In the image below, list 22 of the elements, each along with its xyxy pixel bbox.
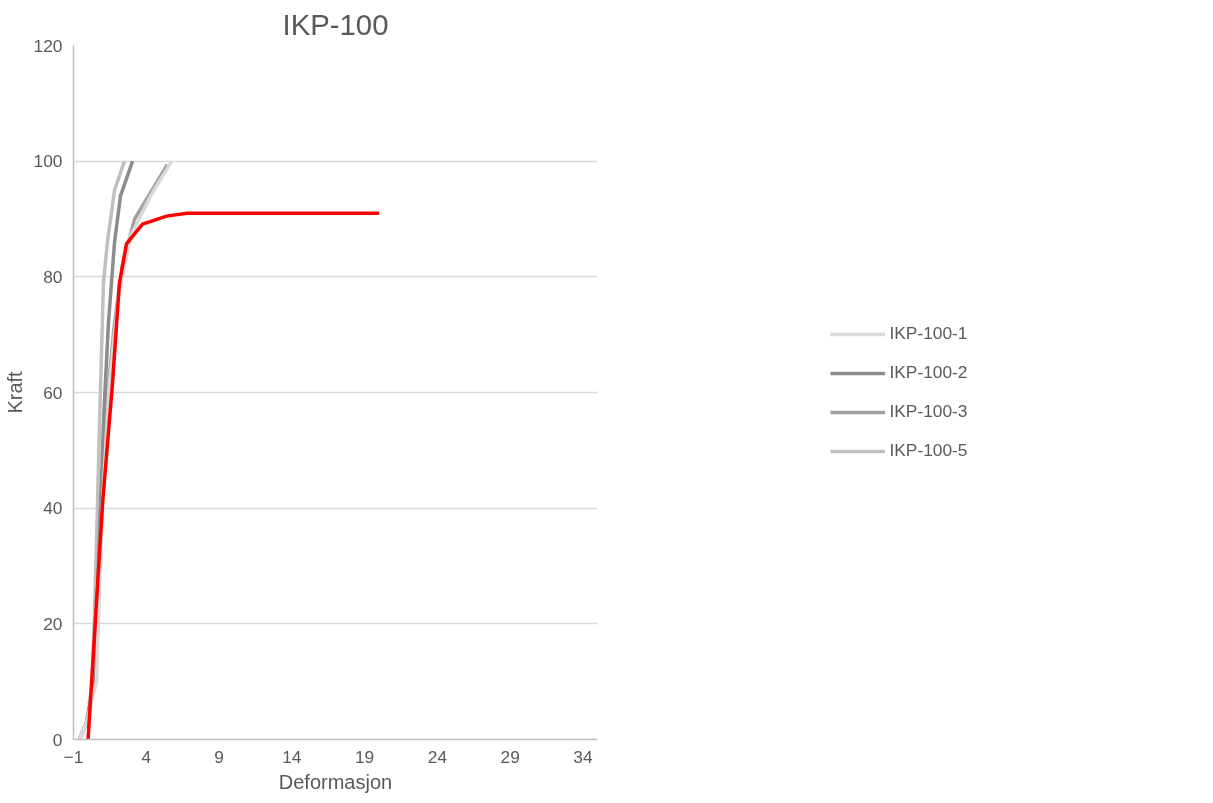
x-tick-label: 34 <box>573 746 593 767</box>
x-tick-label: 14 <box>282 746 302 767</box>
legend-label: IKP-100-2 <box>889 362 968 383</box>
y-tick-label: 120 <box>33 35 63 56</box>
y-tick-label: 40 <box>43 498 63 519</box>
y-tick-label: 100 <box>33 151 63 172</box>
y-tick-label: 0 <box>52 729 63 750</box>
chart-title: IKP-100 <box>282 7 389 41</box>
y-axis-title: Kraft <box>3 370 26 414</box>
x-tick-label: 29 <box>500 746 520 767</box>
y-tick-label: 20 <box>43 613 63 634</box>
legend-label: IKP-100-1 <box>889 323 968 344</box>
y-tick-label: 60 <box>43 382 63 403</box>
x-tick-label: 9 <box>214 746 224 767</box>
x-tick-label: 24 <box>427 746 448 767</box>
y-tick-label: 80 <box>43 266 63 287</box>
x-tick-label: 4 <box>141 746 152 767</box>
x-tick-label: 19 <box>354 746 375 767</box>
legend-label: IKP-100-5 <box>889 440 968 461</box>
x-axis-title: Deformasjon <box>278 770 393 793</box>
x-tick-label: −1 <box>63 746 84 767</box>
legend-label: IKP-100-3 <box>889 401 968 422</box>
